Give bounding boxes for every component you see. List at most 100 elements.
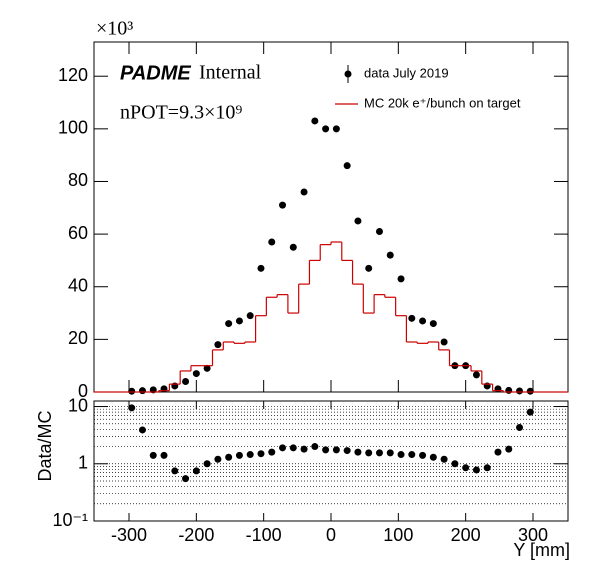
ratio-point (332, 446, 340, 454)
ratio-point (311, 443, 319, 451)
data-point (419, 317, 427, 325)
data-point (526, 387, 534, 395)
y-tick-label: 60 (68, 223, 88, 243)
brand-suffix: Internal (199, 62, 262, 84)
y-multiplier: ×10³ (96, 18, 133, 40)
ratio-point (505, 445, 513, 453)
ratio-point (322, 446, 330, 454)
data-point (483, 382, 491, 390)
data-point (343, 162, 351, 170)
y-tick-label: 100 (58, 118, 88, 138)
x-tick-label: -300 (111, 525, 147, 545)
ratio-point (279, 444, 287, 452)
ratio-point (451, 460, 459, 468)
data-point (257, 264, 265, 272)
y-tick-label: 0 (78, 381, 88, 401)
ratio-point (483, 464, 491, 472)
data-point (138, 387, 146, 395)
y-tick-label: 20 (68, 328, 88, 348)
legend-label: data July 2019 (364, 65, 449, 80)
x-tick-label: -200 (178, 525, 214, 545)
data-point (289, 243, 297, 251)
data-point (225, 320, 233, 328)
data-point (365, 264, 373, 272)
ratio-point (375, 449, 383, 457)
data-point (386, 251, 394, 259)
ratio-point (171, 467, 179, 475)
data-point (408, 314, 416, 322)
y-tick-label: 10⁻¹ (52, 510, 88, 530)
ratio-point (203, 460, 211, 468)
x-tick-label: -100 (246, 525, 282, 545)
ratio-point (160, 451, 168, 459)
data-point (354, 217, 362, 225)
ratio-point (419, 451, 427, 459)
ratio-point (516, 424, 524, 432)
ratio-point (408, 451, 416, 459)
ratio-point (494, 448, 502, 456)
data-point (311, 117, 319, 125)
x-axis-label: Y [mm] (513, 540, 570, 560)
data-point (494, 385, 502, 393)
ratio-point (192, 467, 200, 475)
frame (93, 400, 569, 522)
data-point (214, 341, 222, 349)
data-point (203, 364, 211, 372)
data-point (516, 387, 524, 395)
ratio-point (225, 453, 233, 461)
ratio-point (182, 475, 190, 483)
y-axis-label: Data/MC (35, 410, 55, 481)
brand: PADME (120, 62, 191, 84)
data-point (192, 370, 200, 378)
data-point (279, 201, 287, 209)
data-point (235, 317, 243, 325)
data-point (128, 387, 136, 395)
y-tick-label: 1 (78, 453, 88, 473)
ratio-point (149, 451, 157, 459)
data-point (440, 338, 448, 346)
ratio-point (429, 453, 437, 461)
data-point (397, 275, 405, 283)
ratio-point (343, 447, 351, 455)
x-tick-label: 200 (451, 525, 481, 545)
ratio-point (128, 404, 136, 412)
ratio-point (397, 451, 405, 459)
ratio-point (246, 451, 254, 459)
data-point (472, 371, 480, 379)
data-point (182, 377, 190, 385)
ratio-point (268, 448, 276, 456)
ratio-point (300, 445, 308, 453)
data-point (505, 386, 513, 394)
frame (93, 41, 569, 393)
ratio-point (526, 408, 534, 416)
data-point (322, 125, 330, 133)
ratio-point (235, 451, 243, 459)
y-tick-label: 40 (68, 275, 88, 295)
ratio-point (440, 455, 448, 463)
ratio-point (214, 455, 222, 463)
data-point (332, 125, 340, 133)
npot-label: nPOT=9.3×10⁹ (120, 102, 242, 124)
data-point (171, 382, 179, 390)
ratio-point (386, 449, 394, 457)
x-tick-label: 0 (326, 525, 336, 545)
legend-label: MC 20k e⁺/bunch on target (364, 95, 521, 110)
y-tick-label: 120 (58, 65, 88, 85)
data-point (160, 385, 168, 393)
data-point (300, 188, 308, 196)
ratio-point (472, 466, 480, 474)
data-point (375, 227, 383, 235)
ratio-point (354, 448, 362, 456)
ratio-point (138, 426, 146, 434)
x-tick-label: 100 (383, 525, 413, 545)
y-tick-label: 80 (68, 170, 88, 190)
ratio-point (289, 444, 297, 452)
data-point (246, 312, 254, 320)
ratio-point (257, 450, 265, 458)
x-tick-label: 300 (518, 525, 548, 545)
ratio-point (365, 449, 373, 457)
ratio-point (462, 464, 470, 472)
data-point (268, 238, 276, 246)
data-point (429, 320, 437, 328)
